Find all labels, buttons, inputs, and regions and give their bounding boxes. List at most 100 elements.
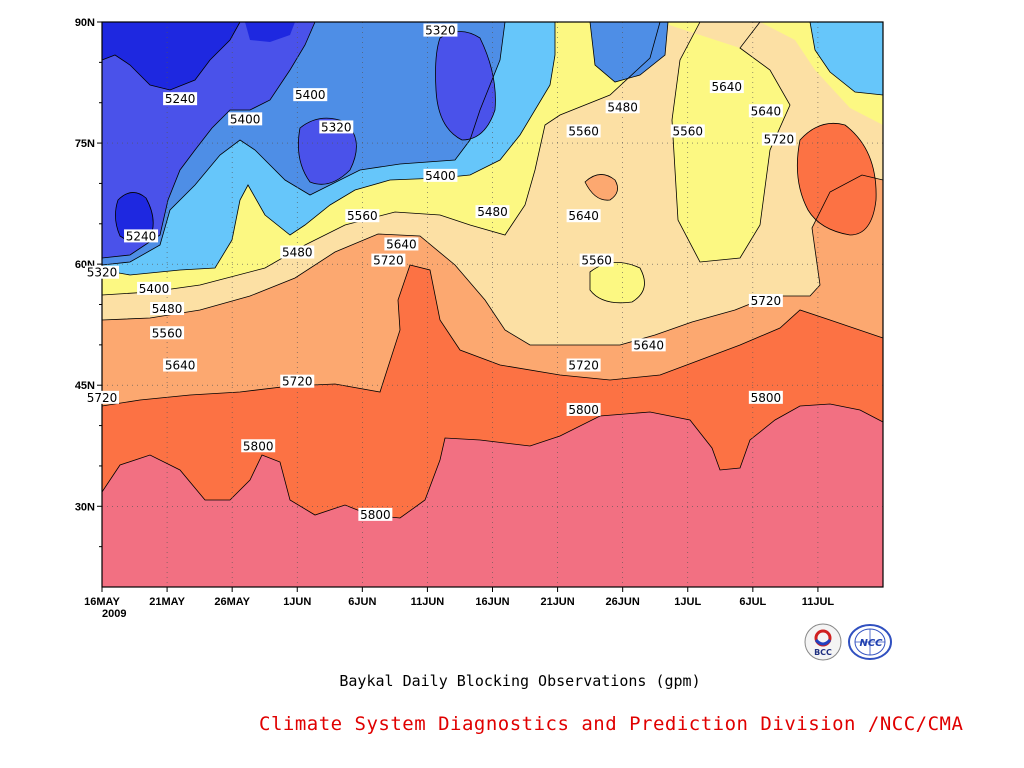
contour-label: 5400 <box>228 112 263 126</box>
x-tick-label: 21MAY <box>149 596 185 608</box>
band-gt5800 <box>102 404 883 587</box>
contour-label: 5640 <box>709 80 744 94</box>
contour-label-text: 5400 <box>139 282 170 296</box>
contour-label-text: 5400 <box>425 169 456 183</box>
contour-label-text: 5720 <box>282 375 313 389</box>
contour-label: 5720 <box>85 390 119 405</box>
bcc-logo: BCC <box>803 622 843 662</box>
contour-label: 5720 <box>748 293 783 308</box>
contour-label-bg <box>345 209 380 223</box>
contour-label-text: 5640 <box>165 359 196 373</box>
contour-label-bg <box>670 124 705 138</box>
contour-label: 5720 <box>566 358 601 373</box>
contour-label-bg <box>475 205 510 219</box>
contour-label: 5400 <box>137 281 172 296</box>
contour-labels: 5240 5240 5320 5400 5400 5400 5320 5320 5400 5480… <box>85 23 796 522</box>
contour-label-text: 5640 <box>712 80 743 94</box>
x-tick-label: 16JUN <box>475 596 509 608</box>
contour-label-text: 5640 <box>751 104 782 118</box>
ncc-logo: NCC <box>847 622 893 662</box>
contour-label-text: 5560 <box>568 124 599 138</box>
contour-label: 5640 <box>163 358 198 373</box>
contour-label: 5400 <box>423 168 458 183</box>
band-5720-5800-b <box>797 123 877 235</box>
bcc-logo-text: BCC <box>814 648 832 657</box>
contour-label-bg <box>566 124 601 138</box>
contour-label-bg <box>163 358 198 372</box>
contour-label-text: 5640 <box>386 237 417 251</box>
contour-label-text: 5240 <box>126 229 157 243</box>
band-5480-5560-hole <box>590 262 645 303</box>
contour-label-bg <box>85 265 119 279</box>
contour-label: 5320 <box>85 265 119 280</box>
contour-label: 5720 <box>371 253 406 268</box>
contour-label-bg <box>124 229 159 243</box>
contour-label-bg <box>566 209 601 223</box>
band-lt5240 <box>102 22 240 90</box>
contour-label: 5560 <box>566 124 601 138</box>
contour-label: 5640 <box>631 338 666 352</box>
chart-caption: Baykal Daily Blocking Observations (gpm) <box>339 672 701 690</box>
band-lt5240-c <box>245 22 295 42</box>
x-tick-label: 11JUN <box>411 596 445 608</box>
contour-label-bg <box>280 245 315 259</box>
x-tick-label: 1JUL <box>674 596 701 608</box>
contour-label-text: 5320 <box>321 120 352 134</box>
contour-label-bg <box>631 338 666 352</box>
contour-label: 5800 <box>748 390 783 405</box>
contour-label: 5240 <box>124 229 159 243</box>
x-tick-label: 6JUN <box>348 596 376 608</box>
contour-label-text: 5560 <box>152 326 183 340</box>
band-5480-5560-b <box>660 22 790 262</box>
contour-label: 5800 <box>241 439 276 453</box>
contour-label-bg <box>280 374 315 388</box>
contour-label-bg <box>566 358 601 372</box>
y-tick-label: 30N <box>75 501 95 513</box>
x-tick-label: 16MAY <box>84 596 120 608</box>
contour-label: 5640 <box>384 237 419 251</box>
y-tick-label: 45N <box>75 380 95 392</box>
contour-label-text: 5320 <box>425 24 456 38</box>
contour-label: 5720 <box>280 374 315 389</box>
band-5240-5320-b <box>298 118 357 185</box>
contour-label-bg <box>423 23 458 37</box>
contour-label-text: 5720 <box>568 359 599 373</box>
contour-label-text: 5800 <box>751 391 782 405</box>
grid-lines <box>102 22 883 587</box>
x-tick-label: 11JUL <box>802 596 835 608</box>
contour-label-bg <box>150 326 185 340</box>
contour-label: 5640 <box>748 104 783 118</box>
contour-label-bg <box>319 120 354 134</box>
contour-label: 5800 <box>566 402 601 417</box>
contour-label-text: 5480 <box>152 302 183 316</box>
band-5400-5480-b <box>810 22 883 95</box>
contour-label: 5560 <box>670 124 705 138</box>
contour-label-bg <box>241 439 276 453</box>
contour-label-bg <box>748 390 783 404</box>
x-tick-label: 21JUN <box>540 596 574 608</box>
contour-label: 5560 <box>579 253 614 268</box>
contour-label-bg <box>579 253 614 267</box>
contour-label-text: 5720 <box>751 294 782 308</box>
band-lt5240-b <box>115 192 154 242</box>
contour-label-bg <box>163 92 198 106</box>
x-tick-label: 1JUN <box>283 596 311 608</box>
contour-label-bg <box>566 402 601 416</box>
contour-label-text: 5480 <box>477 205 508 219</box>
contour-label: 5560 <box>150 326 185 340</box>
credit-line: Climate System Diagnostics and Predictio… <box>259 713 964 735</box>
contour-label: 5400 <box>293 88 328 102</box>
contour-label-bg <box>761 132 796 146</box>
contour-label-text: 5560 <box>672 124 703 138</box>
contour-label-text: 5240 <box>165 92 196 106</box>
contour-label: 5800 <box>358 508 393 522</box>
contour-label-text: 5480 <box>282 246 313 260</box>
contour-label-bg <box>605 100 640 114</box>
contour-label-text: 5800 <box>568 403 599 417</box>
contour-label: 5320 <box>423 23 458 38</box>
contour-label: 5480 <box>280 245 315 260</box>
contour-label-bg <box>384 237 419 251</box>
band-5320-5400-b <box>590 22 668 82</box>
